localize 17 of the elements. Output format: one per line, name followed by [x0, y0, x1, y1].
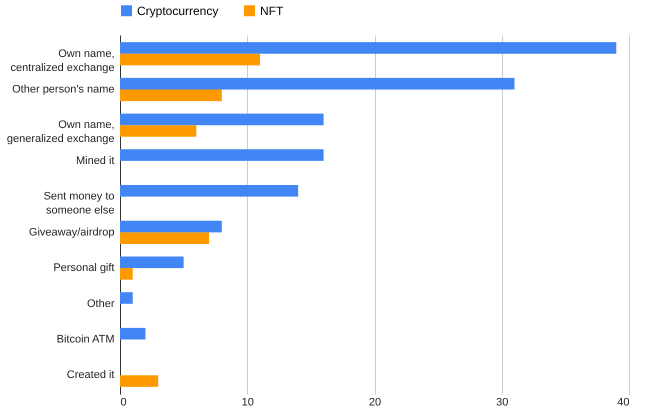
y-tick-label: Own name, generalized exchange: [6, 119, 114, 146]
y-tick-label: Other person's name: [12, 83, 114, 96]
x-tick-label: 20: [368, 396, 382, 408]
legend-label: Cryptocurrency: [137, 4, 218, 18]
x-tick-label: 10: [242, 396, 254, 408]
x-tick-label: 30: [496, 396, 508, 408]
y-tick-label: Personal gift: [53, 262, 114, 274]
y-tick-label: Created it: [66, 369, 114, 382]
y-tick-label: Bitcoin ATM: [56, 334, 114, 346]
y-tick-label: Mined it: [76, 154, 114, 167]
y-tick-label: Sent money to someone else: [44, 190, 114, 217]
legend-label: NFT: [260, 4, 284, 18]
y-tick-label: Other: [86, 298, 115, 310]
y-tick-label: Giveaway/airdrop: [28, 226, 114, 238]
x-tick-label: 40: [617, 396, 630, 408]
x-tick-label: 0: [120, 396, 127, 408]
y-tick-label: Own name, centralized exchange: [10, 48, 114, 74]
